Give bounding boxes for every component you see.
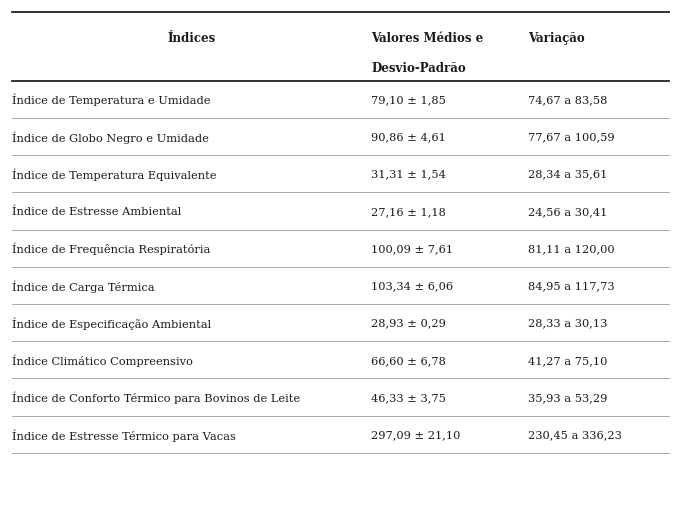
Text: 41,27 a 75,10: 41,27 a 75,10 [528, 355, 607, 365]
Text: 297,09 ± 21,10: 297,09 ± 21,10 [371, 430, 460, 439]
Text: Valores Médios e: Valores Médios e [371, 32, 484, 44]
Text: 31,31 ± 1,54: 31,31 ± 1,54 [371, 169, 446, 179]
Text: 100,09 ± 7,61: 100,09 ± 7,61 [371, 244, 454, 253]
Text: 28,34 a 35,61: 28,34 a 35,61 [528, 169, 607, 179]
Text: Índice de Especificação Ambiental: Índice de Especificação Ambiental [12, 317, 211, 329]
Text: Índice de Estresse Térmico para Vacas: Índice de Estresse Térmico para Vacas [12, 428, 236, 441]
Text: 28,33 a 30,13: 28,33 a 30,13 [528, 318, 607, 328]
Text: 81,11 a 120,00: 81,11 a 120,00 [528, 244, 614, 253]
Text: Índices: Índices [168, 32, 216, 44]
Text: 46,33 ± 3,75: 46,33 ± 3,75 [371, 392, 446, 402]
Text: 35,93 a 53,29: 35,93 a 53,29 [528, 392, 607, 402]
Text: Índice Climático Compreensivo: Índice Climático Compreensivo [12, 354, 193, 366]
Text: Índice de Conforto Térmico para Bovinos de Leite: Índice de Conforto Térmico para Bovinos … [12, 391, 300, 404]
Text: 90,86 ± 4,61: 90,86 ± 4,61 [371, 132, 446, 142]
Text: 103,34 ± 6,06: 103,34 ± 6,06 [371, 281, 454, 291]
Text: 66,60 ± 6,78: 66,60 ± 6,78 [371, 355, 446, 365]
Text: 84,95 a 117,73: 84,95 a 117,73 [528, 281, 614, 291]
Text: 24,56 a 30,41: 24,56 a 30,41 [528, 207, 607, 216]
Text: 28,93 ± 0,29: 28,93 ± 0,29 [371, 318, 446, 328]
Text: Índice de Carga Térmica: Índice de Carga Térmica [12, 279, 155, 292]
Text: Variação: Variação [528, 32, 584, 44]
Text: 79,10 ± 1,85: 79,10 ± 1,85 [371, 95, 446, 105]
Text: Índice de Estresse Ambiental: Índice de Estresse Ambiental [12, 206, 182, 217]
Text: 74,67 a 83,58: 74,67 a 83,58 [528, 95, 607, 105]
Text: Índice de Temperatura Equivalente: Índice de Temperatura Equivalente [12, 168, 217, 181]
Text: Índice de Frequência Respiratória: Índice de Frequência Respiratória [12, 242, 210, 255]
Text: 27,16 ± 1,18: 27,16 ± 1,18 [371, 207, 446, 216]
Text: Índice de Globo Negro e Umidade: Índice de Globo Negro e Umidade [12, 131, 209, 144]
Text: 230,45 a 336,23: 230,45 a 336,23 [528, 430, 622, 439]
Text: Desvio-Padrão: Desvio-Padrão [371, 62, 466, 75]
Text: Índice de Temperatura e Umidade: Índice de Temperatura e Umidade [12, 94, 210, 106]
Text: 77,67 a 100,59: 77,67 a 100,59 [528, 132, 614, 142]
